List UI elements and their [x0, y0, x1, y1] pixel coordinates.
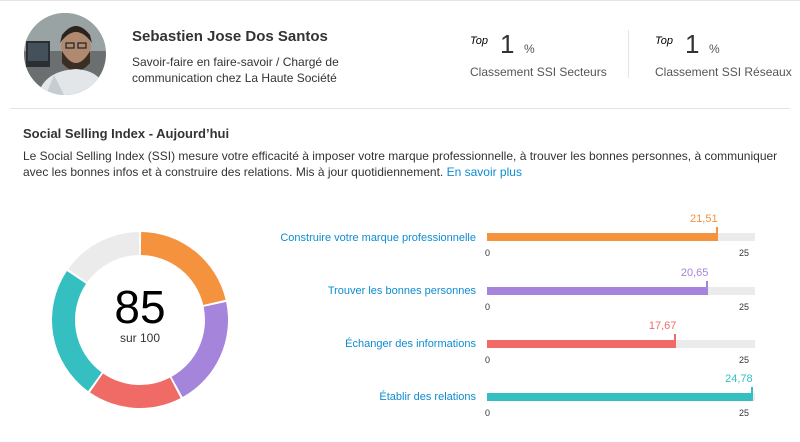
donut-segment — [89, 373, 181, 408]
metric-bar-fill — [487, 287, 709, 295]
ssi-score: 85 — [114, 281, 166, 333]
metric-bar-brand: 21,51 — [487, 213, 755, 241]
metric-bar-marker — [706, 281, 709, 295]
rank-top-label: Top — [655, 35, 673, 47]
metric-bar-fill — [487, 393, 753, 401]
axis-max: 25 — [739, 302, 750, 312]
donut-segment — [140, 232, 226, 306]
ssi-description-text: Le Social Selling Index (SSI) mesure vot… — [23, 149, 778, 179]
metric-label-people[interactable]: Trouver les bonnes personnes — [327, 285, 476, 297]
axis-min: 0 — [485, 408, 491, 418]
axis-min: 0 — [485, 248, 491, 258]
donut-remaining-segment — [68, 232, 140, 283]
metric-value: 17,67 — [648, 320, 677, 332]
ssi-title: Social Selling Index - Aujourd’hui — [23, 126, 230, 141]
learn-more-link[interactable]: En savoir plus — [446, 165, 522, 179]
metric-bar-insights: 17,67 — [487, 320, 755, 348]
top-border — [0, 0, 800, 1]
axis-max: 25 — [739, 248, 750, 258]
profile-headline-line1: Savoir-faire en faire-savoir / Chargé de — [132, 55, 339, 69]
ssi-donut-chart — [51, 232, 228, 408]
axis-min: 0 — [485, 355, 491, 365]
metric-bar-marker — [715, 227, 718, 241]
metric-bar-marker — [750, 387, 753, 401]
rank-value: 1 — [500, 29, 515, 59]
metric-bar-relationships: 24,78 — [487, 373, 755, 401]
rank-top-label: Top — [470, 35, 488, 47]
metric-bar-fill — [487, 340, 677, 348]
rank-value: 1 — [685, 29, 700, 59]
donut-segment — [171, 301, 228, 397]
ssi-description: Le Social Selling Index (SSI) mesure vot… — [23, 148, 783, 180]
metric-bar-people: 20,65 — [487, 267, 755, 295]
axis-max: 25 — [739, 355, 750, 365]
rank-divider — [628, 30, 629, 78]
metric-label-brand[interactable]: Construire votre marque professionnelle — [280, 232, 476, 244]
rank-unit: % — [524, 42, 535, 56]
profile-name[interactable]: Sebastien Jose Dos Santos — [132, 28, 328, 45]
section-divider — [10, 108, 790, 109]
ssi-score-max: sur 100 — [119, 331, 161, 345]
profile-headline: Savoir-faire en faire-savoir / Chargé de… — [132, 54, 362, 86]
metric-label-relationships[interactable]: Établir des relations — [379, 391, 476, 403]
metric-value: 24,78 — [725, 373, 753, 385]
metric-label-insights[interactable]: Échanger des informations — [345, 338, 476, 350]
avatar[interactable] — [24, 13, 106, 95]
rank-unit: % — [709, 42, 720, 56]
donut-segment — [51, 270, 102, 392]
metric-value: 21,51 — [690, 213, 718, 225]
rank-label: Classement SSI Réseaux — [655, 65, 792, 79]
metric-value: 20,65 — [680, 267, 709, 279]
metric-bar-marker — [674, 334, 677, 348]
axis-min: 0 — [485, 302, 491, 312]
profile-headline-line2: communication chez La Haute Société — [132, 71, 337, 85]
metric-bar-fill — [487, 233, 718, 241]
axis-max: 25 — [739, 408, 750, 418]
rank-label: Classement SSI Secteurs — [470, 65, 607, 79]
